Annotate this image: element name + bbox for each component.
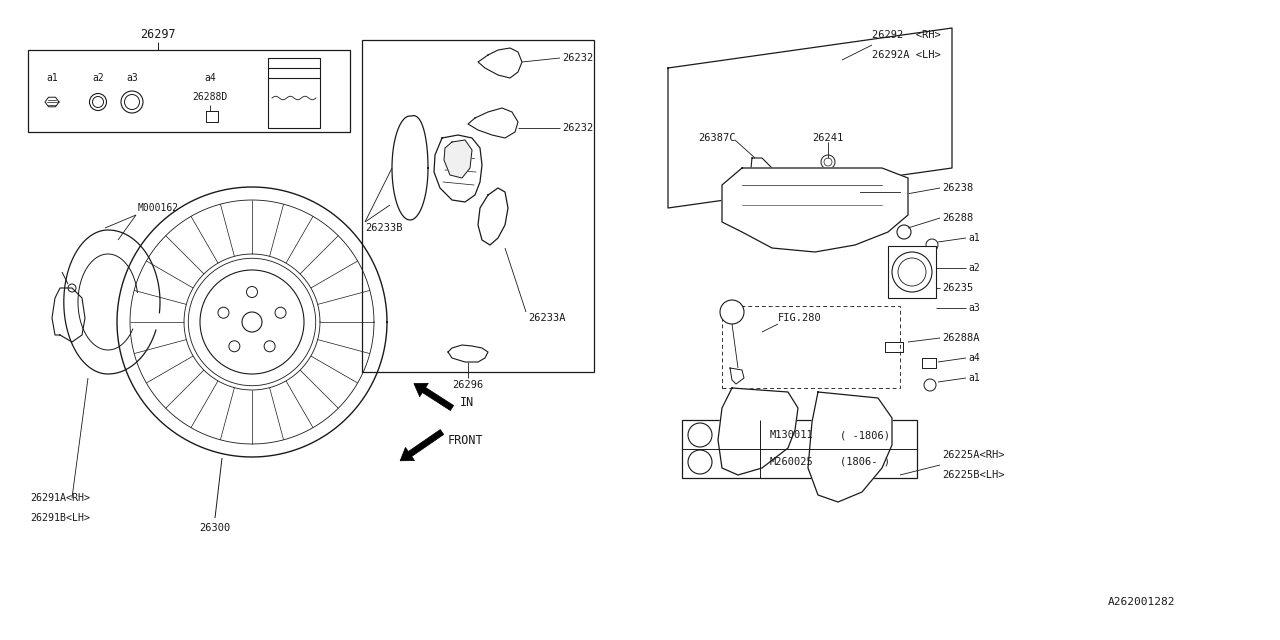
Circle shape — [736, 452, 748, 464]
Text: a1: a1 — [46, 73, 58, 83]
Text: M130011: M130011 — [771, 430, 814, 440]
Circle shape — [746, 190, 790, 234]
Text: IN: IN — [460, 396, 475, 408]
Text: 1: 1 — [730, 307, 735, 317]
FancyArrow shape — [401, 429, 444, 461]
Polygon shape — [477, 188, 508, 245]
Polygon shape — [722, 168, 908, 252]
Circle shape — [925, 239, 938, 251]
Text: FIG.280: FIG.280 — [778, 313, 822, 323]
Bar — [362, 40, 594, 372]
Circle shape — [844, 447, 860, 463]
Bar — [722, 306, 900, 388]
Text: a4: a4 — [204, 73, 216, 83]
Text: 26300: 26300 — [200, 523, 230, 533]
Text: FRONT: FRONT — [448, 433, 484, 447]
Circle shape — [719, 300, 744, 324]
Text: a1: a1 — [968, 373, 979, 383]
Circle shape — [735, 405, 749, 419]
Circle shape — [844, 417, 860, 433]
Bar — [682, 420, 916, 478]
Text: 26232: 26232 — [562, 53, 593, 63]
Circle shape — [796, 193, 840, 237]
Text: 26387C: 26387C — [698, 133, 736, 143]
FancyArrow shape — [413, 383, 453, 410]
Text: 26235: 26235 — [942, 283, 973, 293]
Text: A262001282: A262001282 — [1108, 597, 1175, 607]
Text: 1: 1 — [698, 430, 703, 440]
Text: a4: a4 — [968, 353, 979, 363]
Text: a2: a2 — [92, 73, 104, 83]
Text: 26232: 26232 — [562, 123, 593, 133]
Text: a2: a2 — [968, 263, 979, 273]
Circle shape — [689, 450, 712, 474]
Text: 26297: 26297 — [141, 29, 175, 42]
Text: 26288: 26288 — [942, 213, 973, 223]
Circle shape — [689, 423, 712, 447]
Text: 26225A<RH>: 26225A<RH> — [942, 450, 1005, 460]
Circle shape — [924, 379, 936, 391]
Circle shape — [897, 225, 911, 239]
Text: 26233A: 26233A — [529, 313, 566, 323]
Polygon shape — [468, 108, 518, 138]
Circle shape — [735, 435, 749, 449]
Text: 26225B<LH>: 26225B<LH> — [942, 470, 1005, 480]
Text: M000162: M000162 — [138, 203, 179, 213]
Text: 26241: 26241 — [812, 133, 844, 143]
Text: 26292A <LH>: 26292A <LH> — [872, 50, 941, 60]
Text: 26292  <RH>: 26292 <RH> — [872, 30, 941, 40]
Bar — [888, 246, 936, 298]
Text: 1: 1 — [698, 457, 703, 467]
Text: a1: a1 — [968, 233, 979, 243]
Text: (1806- ): (1806- ) — [840, 457, 890, 467]
Polygon shape — [392, 116, 428, 220]
Text: 26291A<RH>: 26291A<RH> — [29, 493, 90, 503]
Polygon shape — [444, 140, 472, 178]
Text: ( -1806): ( -1806) — [840, 430, 890, 440]
Polygon shape — [434, 135, 483, 202]
Circle shape — [845, 475, 859, 489]
Polygon shape — [477, 48, 522, 78]
Circle shape — [892, 252, 932, 292]
Text: 26291B<LH>: 26291B<LH> — [29, 513, 90, 523]
Bar — [268, 58, 320, 128]
Polygon shape — [808, 392, 892, 502]
Text: 26288D: 26288D — [192, 92, 228, 102]
Text: M260025: M260025 — [771, 457, 814, 467]
Bar — [28, 50, 349, 132]
Text: 26288A: 26288A — [942, 333, 979, 343]
Text: a3: a3 — [968, 303, 979, 313]
Text: 26238: 26238 — [942, 183, 973, 193]
Text: 26233B: 26233B — [365, 223, 402, 233]
Text: a3: a3 — [127, 73, 138, 83]
Polygon shape — [45, 97, 59, 107]
Text: 26296: 26296 — [452, 380, 484, 390]
Polygon shape — [718, 388, 797, 475]
